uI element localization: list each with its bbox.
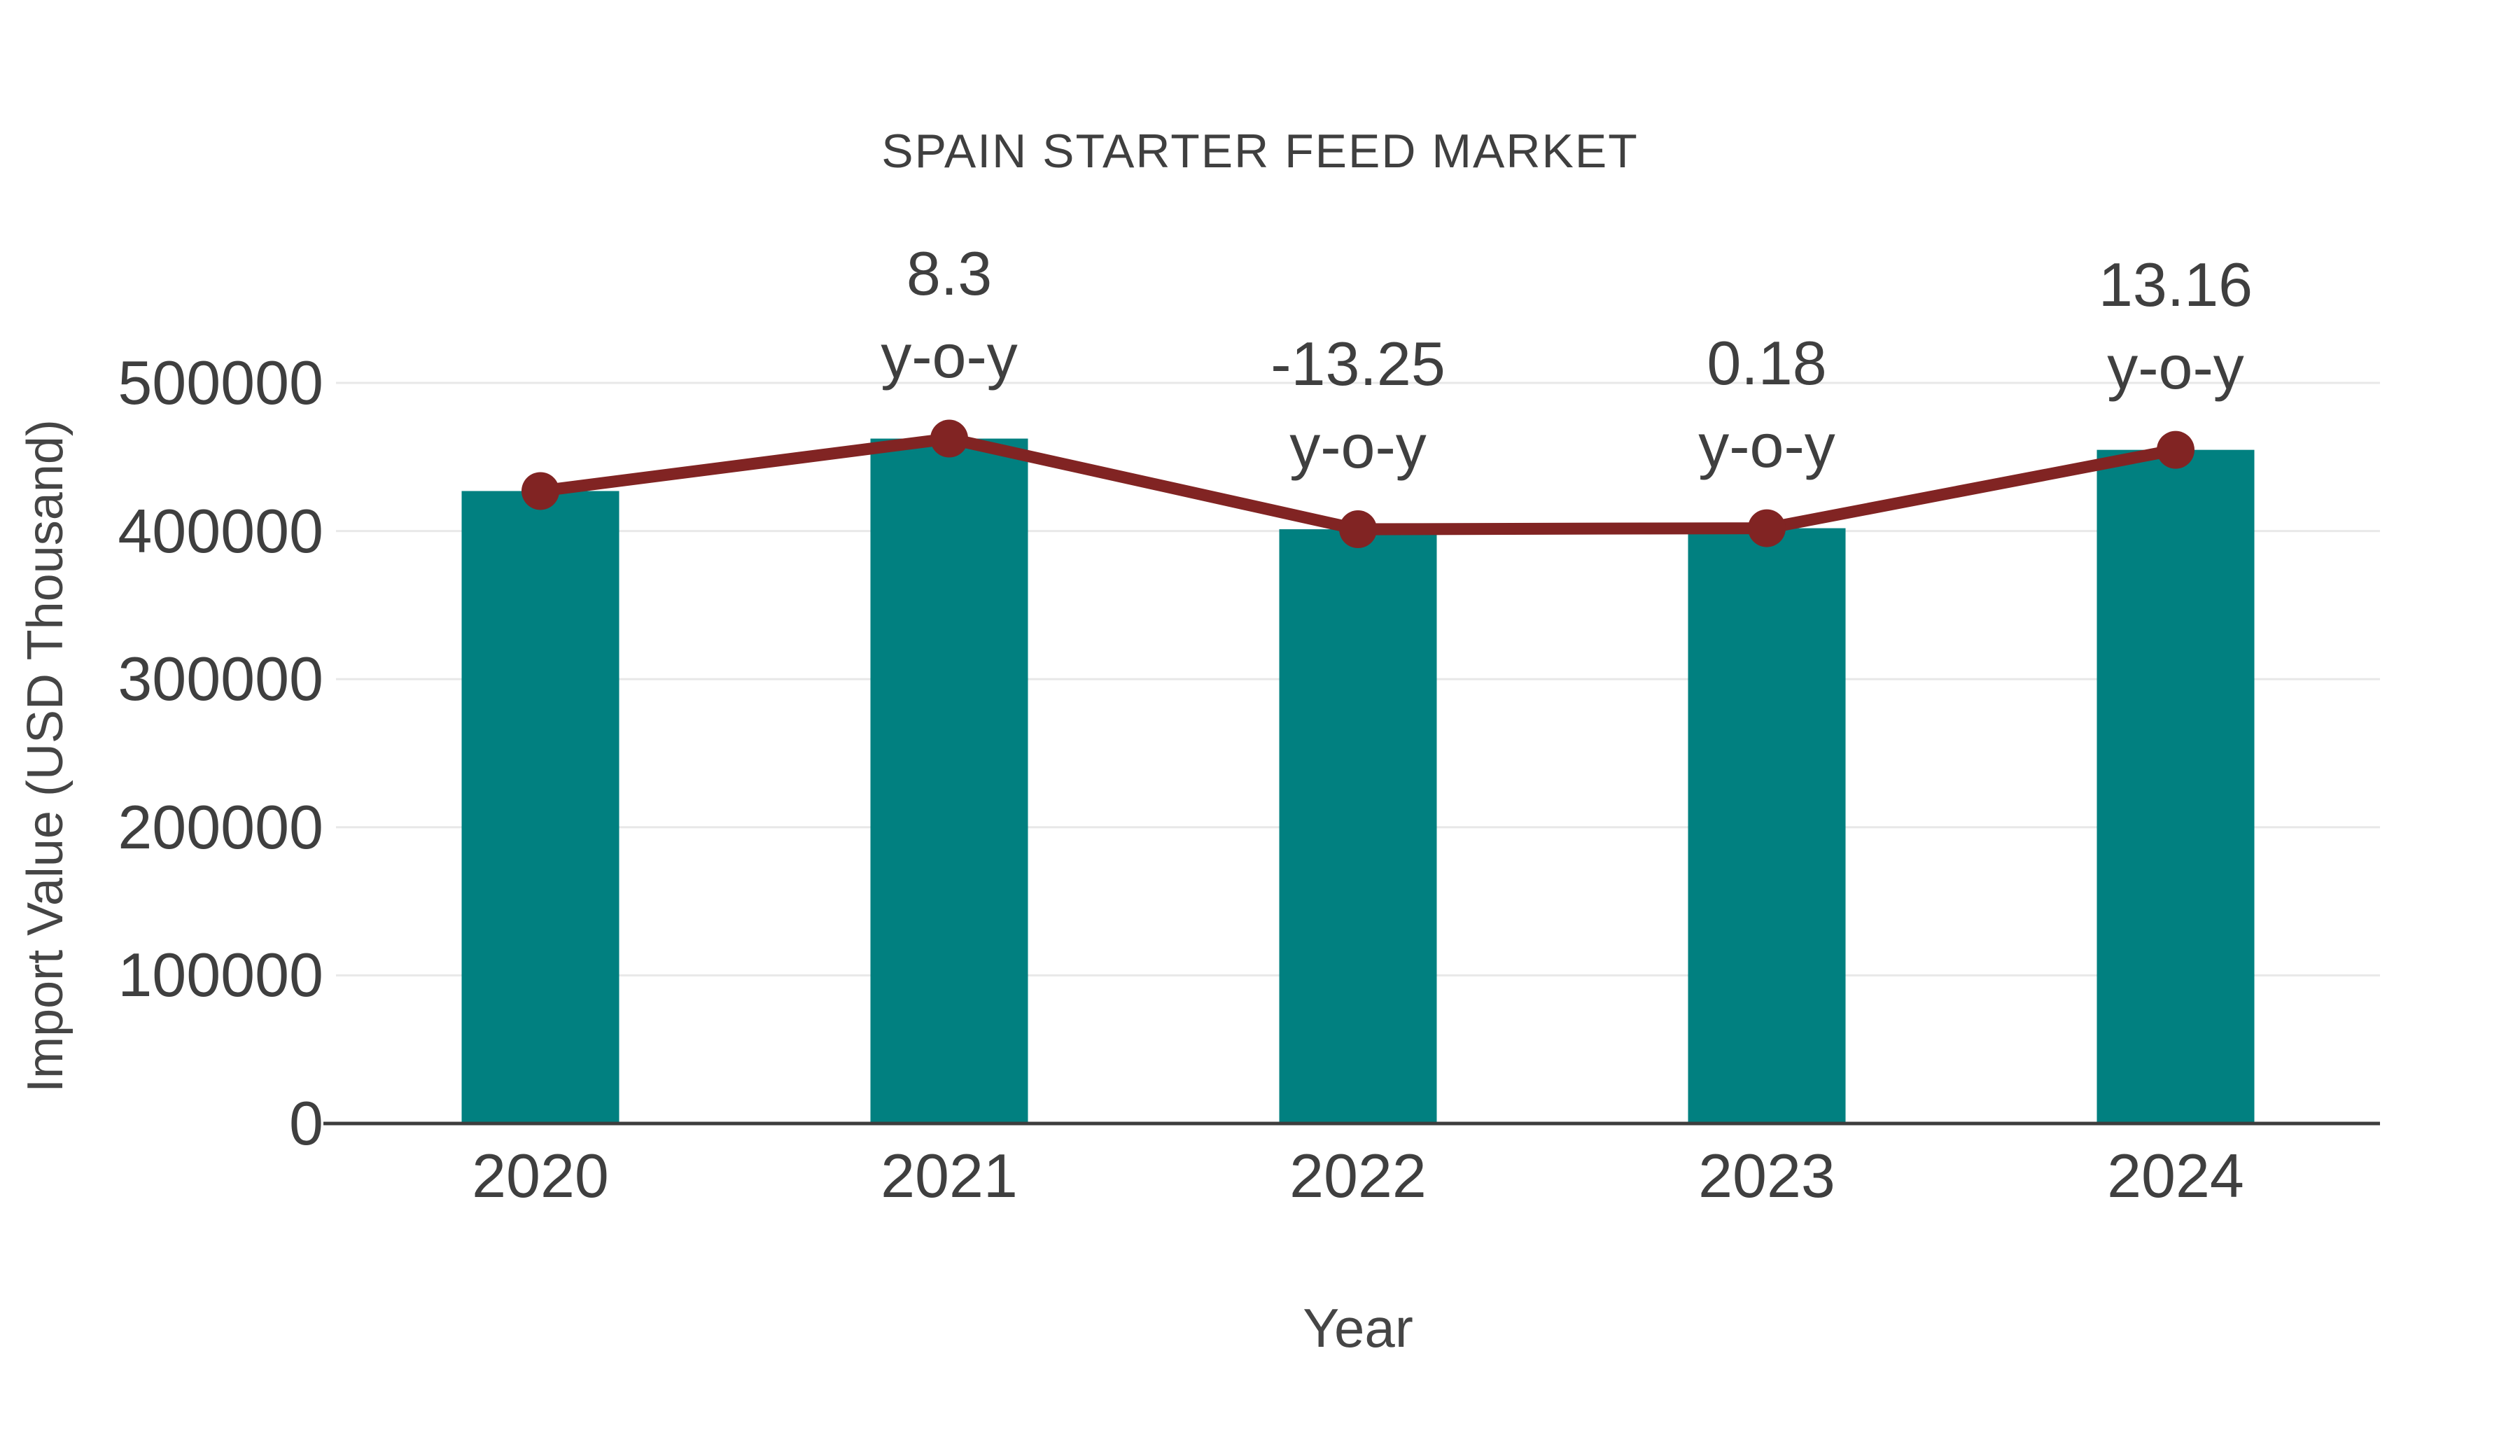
x-tick-label-2020: 2020: [472, 1141, 609, 1210]
bar-2021: [870, 438, 1028, 1124]
y-tick-label-400000: 400000: [118, 496, 323, 566]
bar-2023: [1688, 528, 1846, 1124]
marker-2021: [930, 419, 968, 458]
chart-figure: SPAIN STARTER FEED MARKET Import Value (…: [18, 125, 2421, 1359]
x-tick-label-2021: 2021: [881, 1141, 1018, 1210]
y-tick-label-200000: 200000: [118, 792, 323, 862]
bar-2024: [2096, 449, 2255, 1124]
plot-area: [323, 382, 2380, 1126]
annotation-yoy-label: y-o-y: [881, 321, 1018, 391]
x-tick-label-2024: 2024: [2107, 1141, 2244, 1210]
x-axis-title: Year: [1303, 1297, 1413, 1359]
y-tick-label-0: 0: [289, 1088, 323, 1158]
annotation-2024: 13.16 y-o-y: [1931, 244, 2421, 409]
annotation-value: 13.16: [2098, 249, 2253, 319]
annotation-yoy-label: y-o-y: [1698, 410, 1835, 480]
annotation-2021: 8.3 y-o-y: [704, 232, 1194, 398]
y-axis-title: Import Value (USD Thousand): [18, 419, 74, 1093]
marker-2024: [2157, 430, 2194, 469]
annotation-value: -13.25: [1270, 329, 1446, 399]
bar-2022: [1279, 529, 1437, 1124]
x-tick-label-2022: 2022: [1289, 1141, 1427, 1210]
annotation-value: 0.18: [1707, 328, 1827, 398]
annotation-2022: -13.25 y-o-y: [1113, 323, 1603, 488]
annotation-yoy-label: y-o-y: [2107, 332, 2244, 402]
y-tick-label-100000: 100000: [118, 940, 323, 1010]
chart-title: SPAIN STARTER FEED MARKET: [881, 125, 1639, 178]
bar-2020: [461, 491, 620, 1124]
y-tick-label-300000: 300000: [118, 644, 323, 714]
annotation-yoy-label: y-o-y: [1289, 412, 1427, 482]
marker-2022: [1339, 510, 1377, 549]
annotation-value: 8.3: [906, 238, 993, 308]
annotation-2023: 0.18 y-o-y: [1522, 322, 2012, 487]
marker-2023: [1748, 509, 1786, 547]
plot-svg: [323, 382, 2380, 1126]
marker-2020: [522, 472, 559, 510]
x-tick-label-2023: 2023: [1698, 1141, 1835, 1210]
y-tick-label-500000: 500000: [118, 348, 323, 417]
